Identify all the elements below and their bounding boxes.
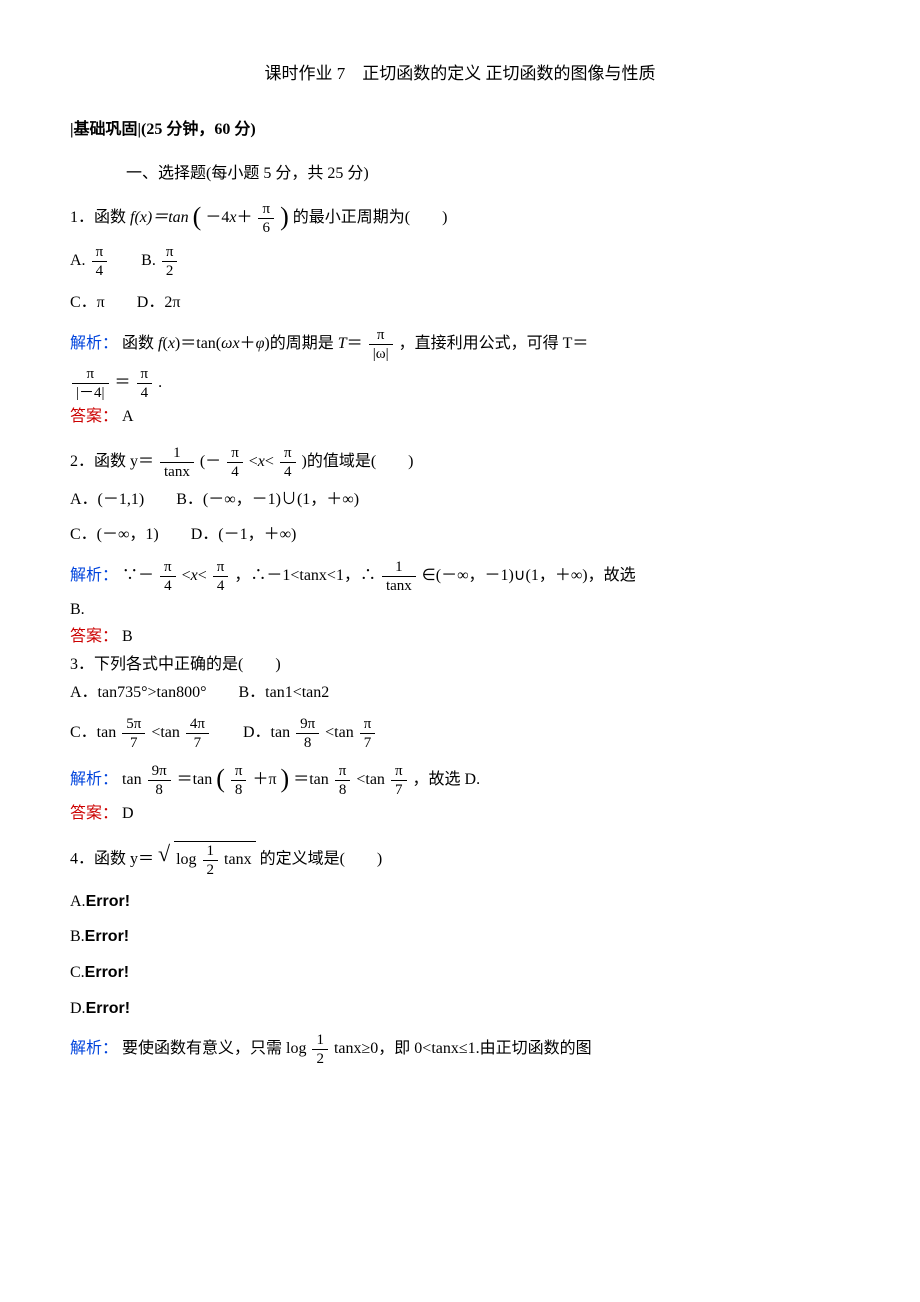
- page-title: 课时作业 7 正切函数的定义 正切函数的图像与性质: [70, 60, 850, 87]
- q2-opt-c: C．(－∞，1): [70, 522, 159, 548]
- solution-label: 解析：: [70, 1040, 118, 1057]
- q2-solution-line2: B.: [70, 597, 850, 623]
- q2-answer: 答案： B: [70, 624, 850, 650]
- q2-opt-a: A．(－1,1): [70, 487, 144, 513]
- q2-options-row1: A．(－1,1) B．(－∞，－1)∪(1，＋∞): [70, 487, 850, 513]
- part1-header: 一、选择题(每小题 5 分，共 25 分): [126, 161, 850, 187]
- q1-fx: f(x)＝tan: [130, 210, 189, 227]
- q3-opt-c: C．tan 5π7 <tan 4π7: [70, 715, 211, 752]
- paren-right: ): [280, 204, 289, 230]
- solution-label: 解析：: [70, 567, 118, 584]
- q1-options-row2: C．π D．2π: [70, 290, 850, 316]
- q2-opt-b: B．(－∞，－1)∪(1，＋∞): [176, 487, 359, 513]
- q1-opt-b: B. π2: [141, 243, 179, 280]
- q4-opt-a: A.Error!: [70, 889, 850, 915]
- q3-options-row2: C．tan 5π7 <tan 4π7 D．tan 9π8 <tan π7: [70, 715, 850, 752]
- frac-pi-6: π 6: [258, 200, 274, 237]
- q1-answer: 答案： A: [70, 404, 850, 430]
- q1-opt-c: C．π: [70, 290, 105, 316]
- q4-opt-c: C.Error!: [70, 960, 850, 986]
- answer-label: 答案：: [70, 628, 118, 645]
- q3-opt-b: B．tan1<tan2: [238, 680, 329, 706]
- q1-stem-a: 1．函数: [70, 210, 130, 227]
- sqrt-expr: √ log 12 tanx: [158, 841, 256, 879]
- paren-left: (: [193, 204, 202, 230]
- question-4: 4．函数 y＝ √ log 12 tanx 的定义域是( ): [70, 841, 850, 879]
- section-header: |基础巩固|(25 分钟，60 分): [70, 117, 850, 143]
- answer-label: 答案：: [70, 805, 118, 822]
- q4-solution: 解析： 要使函数有意义，只需 log 12 tanx≥0，即 0<tanx≤1.…: [70, 1031, 850, 1068]
- q2-solution-line1: 解析： ∵－ π4 <x< π4 ，∴－1<tanx<1，∴ 1tanx ∈(－…: [70, 558, 850, 595]
- answer-label: 答案：: [70, 408, 118, 425]
- q1-solution-line2: π|－4| ＝ π4 .: [70, 365, 850, 402]
- q4-opt-d: D.Error!: [70, 996, 850, 1022]
- q1-stem-b: 的最小正周期为( ): [293, 210, 448, 227]
- question-3: 3．下列各式中正确的是( ): [70, 652, 850, 678]
- q1-options-row1: A. π4 B. π2: [70, 243, 850, 280]
- q1-solution-line1: 解析： 函数 f(x)＝tan(ωx＋φ)的周期是 T＝ π|ω| ，直接利用公…: [70, 326, 850, 363]
- question-1: 1．函数 f(x)＝tan ( －4x＋ π 6 ) 的最小正周期为( ): [70, 200, 850, 237]
- q4-opt-b: B.Error!: [70, 924, 850, 950]
- q1-inner: －4x＋: [205, 210, 252, 227]
- q3-opt-d: D．tan 9π8 <tan π7: [243, 715, 377, 752]
- q3-solution: 解析： tan 9π8 ＝tan ( π8 ＋π ) ＝tan π8 <tan …: [70, 762, 850, 799]
- question-2: 2．函数 y＝ 1tanx (－ π4 <x< π4 )的值域是( ): [70, 444, 850, 481]
- q1-opt-a: A. π4: [70, 243, 109, 280]
- q2-opt-d: D．(－1，＋∞): [191, 522, 297, 548]
- q3-opt-a: A．tan735°>tan800°: [70, 680, 206, 706]
- q3-answer: 答案： D: [70, 801, 850, 827]
- q3-options-row1: A．tan735°>tan800° B．tan1<tan2: [70, 680, 850, 706]
- q1-opt-d: D．2π: [137, 290, 181, 316]
- solution-label: 解析：: [70, 335, 118, 352]
- q2-options-row2: C．(－∞，1) D．(－1，＋∞): [70, 522, 850, 548]
- solution-label: 解析：: [70, 771, 118, 788]
